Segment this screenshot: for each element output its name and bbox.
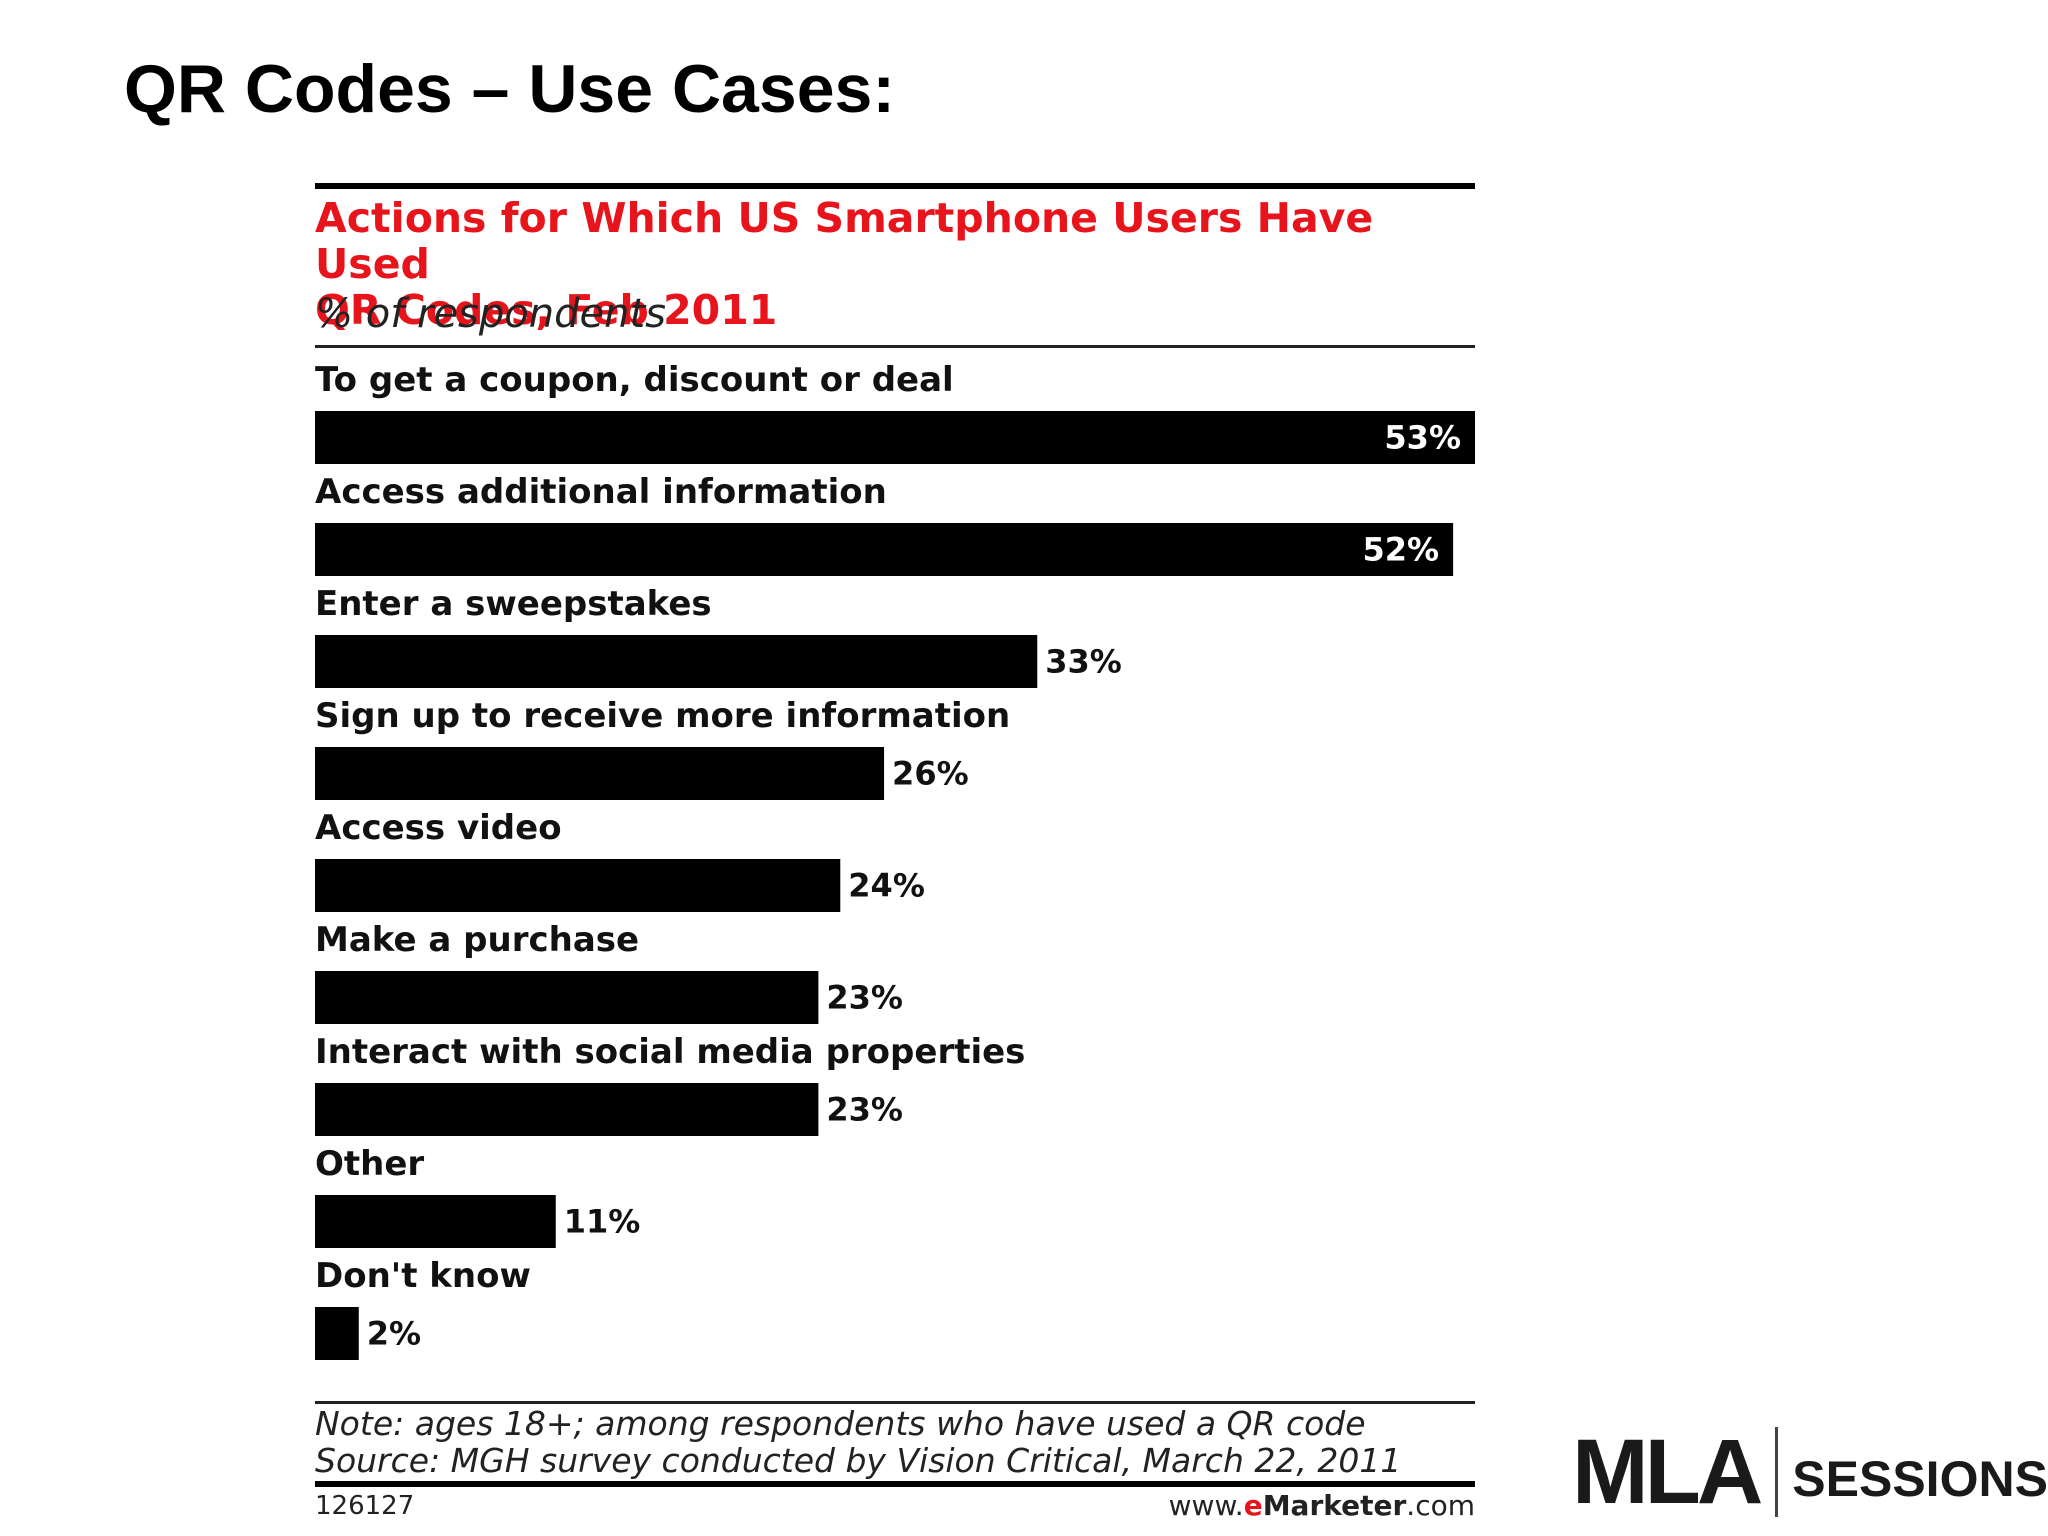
site-brand: e (1243, 1489, 1263, 1522)
value-label: 52% (1363, 531, 1440, 569)
chart-title-line-2: QR Codes, Feb 2011 (315, 286, 778, 334)
chart-header-rule (315, 345, 1475, 348)
value-label: 23% (826, 979, 903, 1017)
site-name: Marketer (1262, 1489, 1407, 1522)
bar (315, 1307, 359, 1360)
chart-note: Note: ages 18+; among respondents who ha… (315, 1405, 1401, 1479)
value-label: 2% (367, 1315, 421, 1353)
value-label: 23% (826, 1091, 903, 1129)
chart-note-text: Note: ages 18+; among respondents who ha… (315, 1404, 1366, 1443)
category-label: Other (315, 1144, 424, 1184)
bar (315, 859, 841, 912)
logo-mark: MLA (1572, 1421, 1763, 1523)
chart-subtitle: % of respondents (315, 291, 666, 337)
value-label: 53% (1384, 419, 1461, 457)
chart-footer-rule (315, 1401, 1475, 1404)
category-label: Interact with social media properties (315, 1032, 1025, 1072)
bar (315, 747, 885, 800)
chart-id: 126127 (315, 1491, 415, 1521)
category-label: Access additional information (315, 472, 887, 512)
emarketer-link: www.eMarketer.com (1169, 1489, 1475, 1522)
bar (315, 523, 1454, 576)
category-label: Make a purchase (315, 920, 639, 960)
chart-plot: To get a coupon, discount or deal 53% Acce… (315, 360, 1475, 1360)
chart-source-text: Source: MGH survey conducted by Vision C… (315, 1441, 1402, 1480)
slide-title: QR Codes – Use Cases: (124, 51, 895, 127)
category-label: Access video (315, 808, 562, 848)
chart-top-rule (315, 183, 1475, 189)
logo-divider (1775, 1427, 1779, 1517)
category-label: Sign up to receive more information (315, 696, 1010, 736)
category-label: Don't know (315, 1256, 531, 1296)
category-label: To get a coupon, discount or deal (315, 360, 954, 400)
logo-text: SESSIONS (1792, 1451, 2048, 1507)
bar (315, 1083, 819, 1136)
bar (315, 635, 1038, 688)
value-label: 11% (564, 1203, 641, 1241)
chart-title: Actions for Which US Smartphone Users Ha… (315, 195, 1475, 333)
value-label: 26% (892, 755, 969, 793)
bar (315, 971, 819, 1024)
category-label: Enter a sweepstakes (315, 584, 712, 624)
value-label: 33% (1045, 643, 1122, 681)
bar (315, 411, 1475, 464)
site-prefix: www. (1168, 1489, 1244, 1522)
bar (315, 1195, 556, 1248)
bar-chart: Actions for Which US Smartphone Users Ha… (315, 183, 1475, 1528)
site-suffix: .com (1406, 1489, 1475, 1522)
mla-sessions-logo: MLA SESSIONS (1572, 1421, 2048, 1523)
value-label: 24% (848, 867, 925, 905)
chart-bottom-rule (315, 1481, 1475, 1487)
chart-title-line-1: Actions for Which US Smartphone Users Ha… (315, 194, 1374, 288)
